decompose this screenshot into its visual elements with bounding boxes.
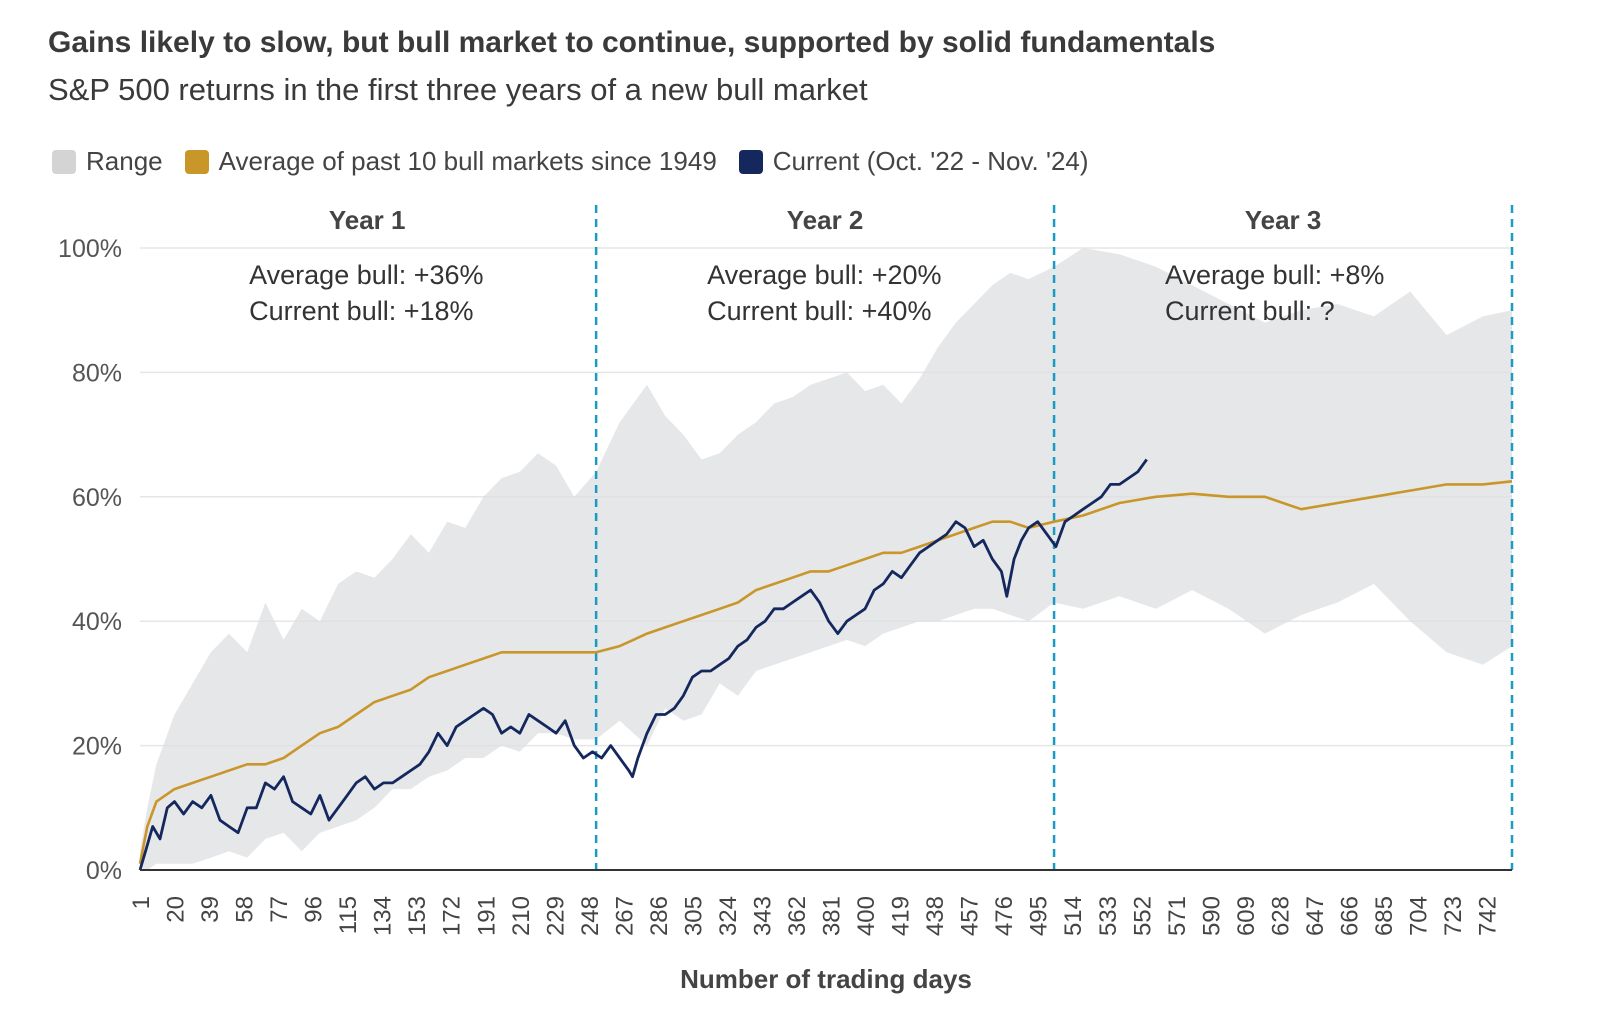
x-tick-label: 153 (404, 896, 431, 936)
legend-label-current: Current (Oct. '22 - Nov. '24) (772, 146, 1089, 176)
x-tick-label: 229 (542, 896, 569, 936)
legend-label-range: Range (86, 146, 163, 176)
year-label: Year 1 (329, 205, 406, 235)
y-tick-label: 20% (72, 733, 122, 761)
x-tick-label: 571 (1164, 896, 1191, 936)
x-tick-label: 324 (715, 896, 742, 936)
year-current-text: Current bull: +18% (249, 296, 473, 326)
year-current-text: Current bull: +40% (707, 296, 931, 326)
x-tick-label: 533 (1095, 896, 1122, 936)
x-tick-label: 96 (301, 896, 328, 923)
y-tick-label: 40% (72, 608, 122, 636)
x-tick-label: 628 (1267, 896, 1294, 936)
x-tick-label: 191 (473, 896, 500, 936)
x-tick-label: 305 (680, 896, 707, 936)
range-band-area (140, 248, 1512, 870)
year-average-text: Average bull: +36% (249, 260, 483, 290)
chart-legend: Range Average of past 10 bull markets si… (52, 146, 1111, 177)
x-tick-label: 723 (1440, 896, 1467, 936)
legend-item-current: Current (Oct. '22 - Nov. '24) (738, 146, 1089, 177)
chart-title: Gains likely to slow, but bull market to… (48, 26, 1216, 59)
y-tick-label: 60% (72, 484, 122, 512)
x-tick-label: 210 (508, 896, 535, 936)
x-tick-label: 647 (1302, 896, 1329, 936)
x-tick-label: 419 (888, 896, 915, 936)
x-tick-label: 590 (1198, 896, 1225, 936)
y-tick-label: 0% (86, 857, 122, 885)
x-tick-label: 381 (819, 896, 846, 936)
x-tick-label: 476 (991, 896, 1018, 936)
legend-swatch-average (184, 149, 209, 174)
year-label: Year 3 (1245, 205, 1322, 235)
x-tick-label: 685 (1371, 896, 1398, 936)
legend-swatch-range (52, 149, 76, 174)
year-annotations: Year 1 Average bull: +36% Current bull: +1… (249, 205, 1384, 326)
x-tick-label: 400 (853, 896, 880, 936)
range-band (140, 248, 1512, 870)
legend-item-average: Average of past 10 bull markets since 19… (184, 146, 717, 177)
x-tick-label: 39 (197, 896, 224, 923)
x-tick-label: 495 (1026, 896, 1053, 936)
x-tick-label: 362 (784, 896, 811, 936)
legend-label-average: Average of past 10 bull markets since 19… (218, 146, 717, 176)
x-tick-label: 134 (370, 896, 397, 936)
x-axis-title: Number of trading days (680, 964, 972, 994)
x-tick-label: 20 (163, 896, 190, 923)
y-tick-label: 100% (58, 235, 122, 263)
year-label: Year 2 (787, 205, 864, 235)
x-tick-label: 286 (646, 896, 673, 936)
x-tick-label: 1 (128, 896, 155, 909)
x-tick-label: 438 (922, 896, 949, 936)
year-current-text: Current bull: ? (1165, 296, 1335, 326)
x-tick-label: 115 (335, 896, 362, 934)
year-average-text: Average bull: +20% (707, 260, 941, 290)
chart-subtitle: S&P 500 returns in the first three years… (48, 72, 868, 107)
series-lines (138, 458, 1513, 871)
x-tick-label: 666 (1337, 896, 1364, 936)
y-tick-label: 80% (72, 359, 122, 387)
legend-item-range: Range (52, 146, 163, 177)
x-tick-label: 172 (439, 896, 466, 936)
x-tick-label: 343 (750, 896, 777, 936)
x-tick-label: 514 (1060, 896, 1087, 936)
current-bull-line (138, 458, 1148, 871)
x-tick-label: 58 (232, 896, 259, 923)
x-tick-label: 77 (266, 896, 293, 923)
x-tick-label: 248 (577, 896, 604, 936)
x-tick-label: 704 (1406, 896, 1433, 936)
x-tick-label: 609 (1233, 896, 1260, 936)
x-tick-label: 457 (957, 896, 984, 936)
x-tick-label: 742 (1475, 896, 1502, 936)
year-average-text: Average bull: +8% (1165, 260, 1384, 290)
axes: 0% 20% 40% 60% 80% 100% 1 20 39 58 77 96 115 134 153 17… (58, 235, 1512, 994)
legend-swatch-current (738, 149, 763, 174)
average-bull-line (138, 480, 1513, 865)
x-tick-label: 267 (611, 896, 638, 936)
x-tick-label: 552 (1129, 896, 1156, 936)
